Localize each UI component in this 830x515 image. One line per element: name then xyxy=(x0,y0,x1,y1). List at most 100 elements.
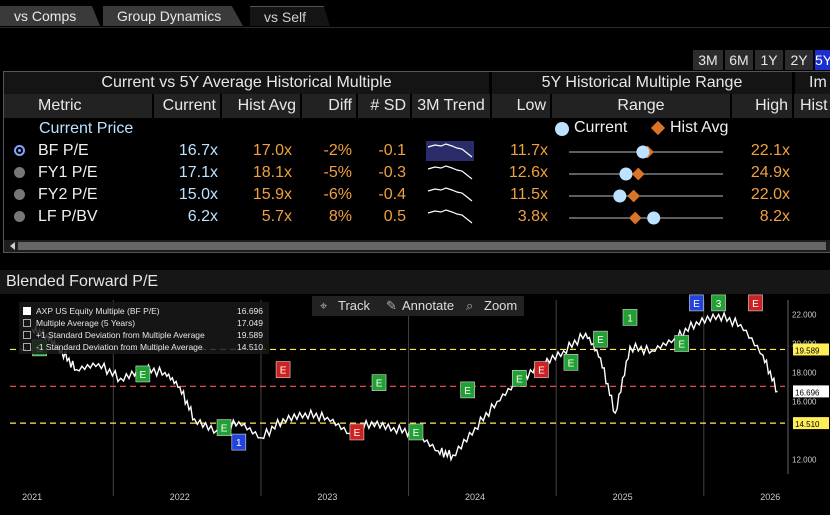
tab-vs-comps[interactable]: vs Comps xyxy=(0,6,100,26)
x-tick-label: 2021 xyxy=(22,492,42,502)
earnings-event-marker[interactable]: E xyxy=(534,361,549,378)
row-select-radio[interactable] xyxy=(14,211,25,222)
earnings-event-marker[interactable]: E xyxy=(135,365,151,383)
svg-text:E: E xyxy=(516,374,523,385)
svg-text:E: E xyxy=(413,428,420,439)
legend-swatch xyxy=(23,307,31,315)
sd-value: 0.5 xyxy=(383,208,406,225)
period-2y[interactable]: 2Y xyxy=(785,50,813,70)
annotate-button[interactable]: Annotate xyxy=(402,298,455,313)
y-tick-label: 12.000 xyxy=(792,456,817,465)
period-5y[interactable]: 5Y xyxy=(815,50,830,70)
row-select-radio[interactable] xyxy=(14,167,25,178)
col-current[interactable]: Current xyxy=(154,94,220,118)
low-value: 11.5x xyxy=(510,186,548,203)
col-hist-avg[interactable]: Hist Avg xyxy=(222,94,300,118)
diff-value: 8% xyxy=(328,208,352,225)
tab-group-dynamics[interactable]: Group Dynamics xyxy=(103,6,243,26)
zoom-button[interactable]: Zoom xyxy=(484,298,518,313)
col-high[interactable]: High xyxy=(732,94,792,118)
trend-sparkline xyxy=(426,141,474,161)
legend-swatch xyxy=(23,331,31,339)
earnings-event-marker[interactable]: 3 xyxy=(711,294,726,312)
col-hist[interactable]: Hist xyxy=(794,94,830,118)
x-tick-label: 2026 xyxy=(760,492,780,502)
tab-bar: vs Comps Group Dynamics vs Self xyxy=(0,0,830,28)
col-3m-trend[interactable]: 3M Trend xyxy=(412,94,490,118)
earnings-event-marker[interactable]: 1 xyxy=(622,309,638,326)
hist-avg-diamond-icon xyxy=(650,120,666,136)
earnings-event-marker[interactable]: E xyxy=(511,370,527,387)
high-value: 22.1x xyxy=(750,142,790,159)
right-value-label: 16.696 xyxy=(793,385,829,398)
legend-item: +1 Standard Deviation from Multiple Aver… xyxy=(23,329,265,341)
legend-current-label: Current xyxy=(574,119,628,136)
row-select-radio[interactable] xyxy=(14,189,25,200)
earnings-event-marker[interactable]: E xyxy=(460,381,475,399)
y-tick-label: 22.000 xyxy=(792,311,817,320)
legend-value: 14.510 xyxy=(237,342,263,352)
group-header-range: 5Y Historical Multiple Range xyxy=(492,72,792,94)
svg-text:E: E xyxy=(376,379,383,390)
horizontal-scrollbar[interactable] xyxy=(4,240,830,252)
diff-value: -6% xyxy=(323,186,352,203)
period-3m[interactable]: 3M xyxy=(693,50,723,70)
scroll-left-icon[interactable] xyxy=(10,242,15,250)
current-price-label: Current Price xyxy=(39,120,134,137)
hist-avg-marker xyxy=(631,167,645,181)
chart-toolbar: ⌖ Track ✎ Annotate ⌕ Zoom xyxy=(312,296,524,316)
col-range[interactable]: Range xyxy=(552,94,730,118)
hist-avg-value: 15.9x xyxy=(252,186,292,203)
diff-value: -2% xyxy=(323,142,352,159)
multiple-table-panel: Current vs 5Y Average Historical Multipl… xyxy=(3,71,830,253)
track-icon[interactable]: ⌖ xyxy=(320,298,328,313)
table-row[interactable]: LF P/BV 6.2x 5.7x 8% 0.5 3.8x 8.2x xyxy=(4,206,830,228)
pe-chart-svg[interactable]: 22.00020.00018.00016.00012.000EE1EEEEEEE… xyxy=(0,294,830,515)
col-low[interactable]: Low xyxy=(492,94,550,118)
row-select-radio[interactable] xyxy=(14,145,25,156)
group-header-current-vs-avg: Current vs 5Y Average Historical Multipl… xyxy=(4,72,489,94)
scrollbar-thumb[interactable] xyxy=(18,242,826,250)
high-value: 24.9x xyxy=(750,164,790,181)
annotate-icon[interactable]: ✎ xyxy=(386,298,397,313)
table-row[interactable]: BF P/E 16.7x 17.0x -2% -0.1 11.7x 22.1x xyxy=(4,140,830,162)
earnings-event-marker[interactable]: E xyxy=(593,330,608,348)
x-tick-label: 2023 xyxy=(317,492,337,502)
zoom-icon[interactable]: ⌕ xyxy=(466,298,474,313)
range-bar xyxy=(569,145,723,159)
col-sd[interactable]: # SD xyxy=(358,94,410,118)
range-bar xyxy=(569,211,723,225)
earnings-event-marker[interactable]: E xyxy=(674,335,689,352)
col-metric[interactable]: Metric xyxy=(4,94,152,118)
track-button[interactable]: Track xyxy=(338,298,371,313)
earnings-event-marker[interactable]: E xyxy=(748,294,763,312)
current-value: 16.7x xyxy=(178,142,218,159)
earnings-event-marker[interactable]: E xyxy=(689,294,704,312)
legend-value: 19.589 xyxy=(237,330,263,340)
legend-swatch xyxy=(23,343,31,351)
earnings-event-marker[interactable]: E xyxy=(216,419,232,436)
right-value-label: 14.510 xyxy=(793,417,829,430)
legend-value: 16.696 xyxy=(237,306,263,316)
svg-text:E: E xyxy=(354,428,361,439)
earnings-event-marker[interactable]: E xyxy=(275,361,291,378)
svg-text:E: E xyxy=(140,370,147,381)
earnings-event-marker[interactable]: E xyxy=(371,374,387,391)
earnings-event-marker[interactable]: 1 xyxy=(231,433,247,451)
legend-item: AXP US Equity Multiple (BF P/E) 16.696 xyxy=(23,305,265,317)
svg-text:1: 1 xyxy=(627,313,633,324)
chart-legend: AXP US Equity Multiple (BF P/E) 16.696 Mul… xyxy=(19,302,269,354)
sd-value: -0.4 xyxy=(378,186,406,203)
svg-text:E: E xyxy=(464,386,471,397)
chart-title: Blended Forward P/E xyxy=(0,270,830,294)
hist-avg-marker xyxy=(627,189,641,203)
period-1y[interactable]: 1Y xyxy=(755,50,783,70)
tab-vs-self[interactable]: vs Self xyxy=(250,6,330,26)
earnings-event-marker[interactable]: E xyxy=(563,354,579,371)
earnings-event-marker[interactable]: E xyxy=(408,423,424,441)
earnings-event-marker[interactable]: E xyxy=(349,423,365,441)
col-diff[interactable]: Diff xyxy=(302,94,356,118)
period-6m[interactable]: 6M xyxy=(725,50,753,70)
table-row[interactable]: FY2 P/E 15.0x 15.9x -6% -0.4 11.5x 22.0x xyxy=(4,184,830,206)
table-row[interactable]: FY1 P/E 17.1x 18.1x -5% -0.3 12.6x 24.9x xyxy=(4,162,830,184)
